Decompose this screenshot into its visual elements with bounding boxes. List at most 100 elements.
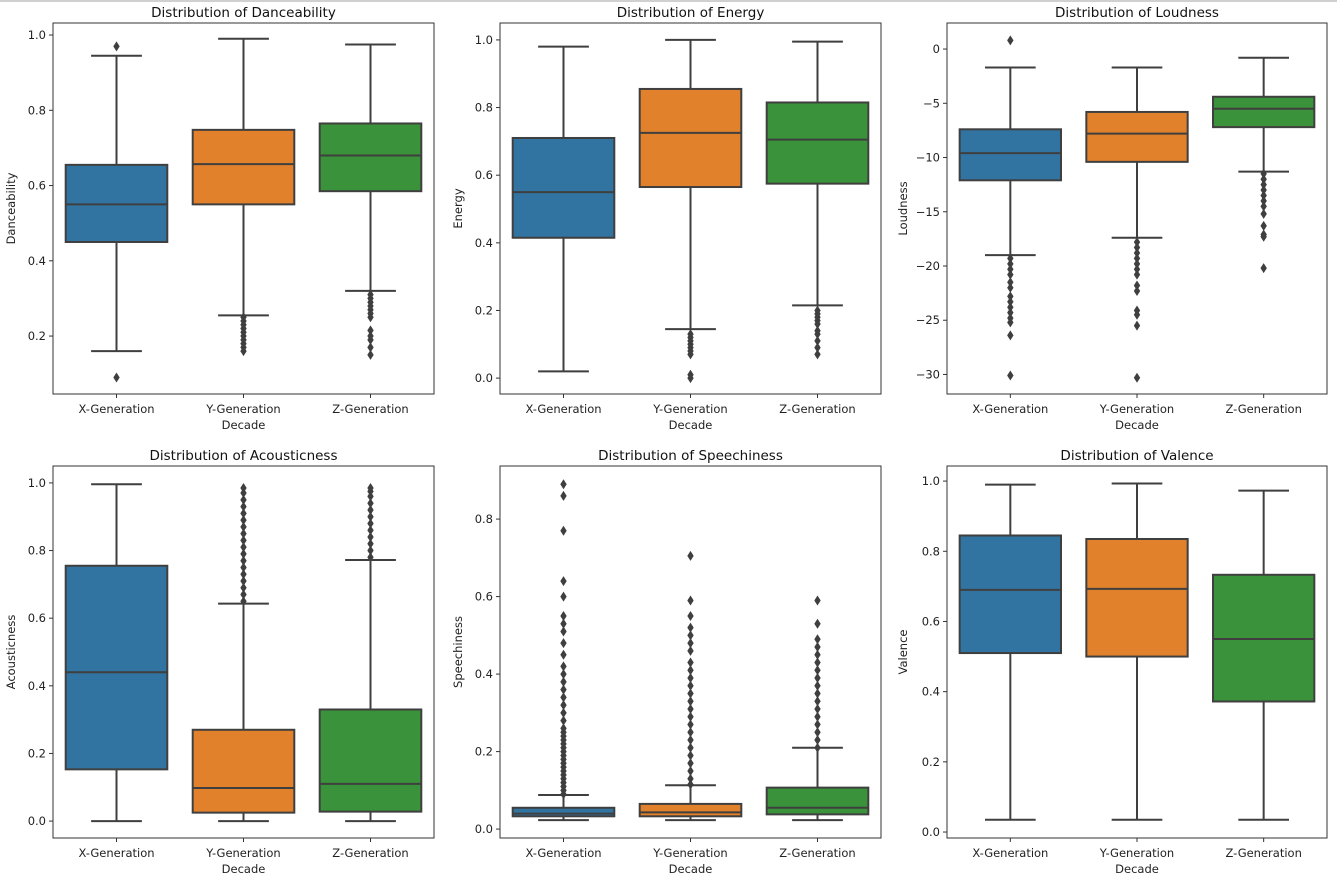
y-tick-label: −5 xyxy=(923,96,940,110)
y-tick-label: 0.8 xyxy=(922,544,940,558)
outlier-point xyxy=(687,672,694,683)
y-tick-label: 0.2 xyxy=(475,745,493,759)
outlier-point xyxy=(814,672,821,683)
y-tick-label: 0.4 xyxy=(28,679,46,693)
y-tick-label: 0.8 xyxy=(28,544,46,558)
outlier-point xyxy=(1007,302,1014,313)
y-tick-label: 0.6 xyxy=(922,614,940,628)
box-y-generation xyxy=(1085,482,1189,821)
x-axis-label: Decade xyxy=(222,418,266,432)
y-tick-label: 0.6 xyxy=(475,168,493,182)
box-x-generation xyxy=(511,479,616,822)
outlier-point xyxy=(560,649,567,660)
outlier-point xyxy=(814,641,821,652)
x-tick-label: X-Generation xyxy=(78,846,154,860)
outlier-point xyxy=(240,494,247,505)
outlier-point xyxy=(1133,372,1141,383)
box-x-generation xyxy=(64,41,169,383)
outlier-point xyxy=(687,773,694,784)
outlier-point xyxy=(367,312,374,323)
axes-frame xyxy=(946,22,1328,395)
outlier-point xyxy=(1260,231,1267,242)
outlier-point xyxy=(560,525,567,536)
x-tick-label: Y-Generation xyxy=(205,402,280,416)
outlier-point xyxy=(240,508,247,519)
outlier-point xyxy=(1260,208,1267,219)
outlier-point xyxy=(560,626,567,637)
outlier-point xyxy=(367,349,374,360)
y-tick-label: 1.0 xyxy=(922,474,940,488)
subplot-title: Distribution of Energy xyxy=(617,5,765,21)
outlier-point xyxy=(687,657,694,668)
outlier-point xyxy=(814,318,821,329)
x-tick-label: Y-Generation xyxy=(652,846,727,860)
outlier-point xyxy=(560,610,567,621)
y-tick-label: 1.0 xyxy=(28,476,46,490)
outlier-point xyxy=(687,688,694,699)
y-tick-label: −10 xyxy=(916,151,940,165)
outlier-point xyxy=(687,630,694,641)
outlier-point xyxy=(240,346,247,357)
outlier-point xyxy=(1260,190,1267,201)
x-tick-label: X-Generation xyxy=(972,402,1048,416)
outlier-point xyxy=(1260,263,1267,274)
x-tick-label: X-Generation xyxy=(525,402,601,416)
y-tick-label: 0.4 xyxy=(922,685,940,699)
outlier-point xyxy=(687,779,694,790)
window-top-border xyxy=(0,0,1337,2)
y-axis-label: Valence xyxy=(896,630,910,675)
outlier-point xyxy=(1260,201,1267,212)
outlier-point xyxy=(560,618,567,629)
subplot-danceability: Distribution of Danceability 0.2 0.4 0.6 0.8… xyxy=(4,5,435,432)
y-axis-label: Loudness xyxy=(896,181,910,235)
x-tick-label: Z-Generation xyxy=(779,846,855,860)
iqr-box xyxy=(318,122,423,193)
y-tick-label: 1.0 xyxy=(28,28,46,42)
iqr-box xyxy=(64,564,169,771)
outlier-point xyxy=(814,657,821,668)
subplot-acousticness: Distribution of Acousticness 0.0 0.2 0.4 0.6… xyxy=(4,448,435,876)
x-tick-label: X-Generation xyxy=(525,846,601,860)
y-tick-label: 0.8 xyxy=(28,103,46,117)
outlier-point xyxy=(814,696,821,707)
outlier-point xyxy=(814,727,821,738)
outlier-point xyxy=(560,676,567,687)
iqr-box xyxy=(958,128,1063,182)
box-x-generation xyxy=(958,483,1063,821)
box-z-generation xyxy=(765,40,870,360)
outlier-point xyxy=(1007,264,1014,275)
x-tick-label: Y-Generation xyxy=(1099,402,1174,416)
outlier-point xyxy=(367,325,374,336)
outlier-point xyxy=(814,349,821,360)
x-axis-label: Decade xyxy=(1115,418,1159,432)
x-tick-label: Z-Generation xyxy=(779,402,855,416)
box-y-generation xyxy=(191,482,296,823)
outlier-point xyxy=(560,479,567,490)
outlier-point xyxy=(687,665,694,676)
iqr-box xyxy=(318,708,423,813)
outlier-point xyxy=(687,610,694,621)
outlier-point xyxy=(687,349,694,360)
y-tick-label: 0.6 xyxy=(475,590,493,604)
subplot-title: Distribution of Speechiness xyxy=(598,448,783,464)
outlier-point xyxy=(367,342,374,353)
outlier-point xyxy=(1007,258,1014,269)
outlier-point xyxy=(367,525,374,536)
axes-frame xyxy=(499,22,882,395)
outlier-point xyxy=(367,498,374,509)
outlier-point xyxy=(560,490,567,501)
outlier-point xyxy=(687,711,694,722)
outlier-point xyxy=(560,661,567,672)
outlier-point xyxy=(687,638,694,649)
outlier-point xyxy=(1007,330,1014,341)
outlier-point xyxy=(560,591,567,602)
outlier-point xyxy=(560,638,567,649)
outlier-point xyxy=(1007,35,1014,46)
outlier-point xyxy=(1133,247,1141,258)
outlier-point xyxy=(560,707,567,718)
outlier-point xyxy=(814,680,821,691)
y-tick-label: 0.4 xyxy=(475,667,493,681)
outlier-point xyxy=(367,532,374,543)
outlier-point xyxy=(814,703,821,714)
